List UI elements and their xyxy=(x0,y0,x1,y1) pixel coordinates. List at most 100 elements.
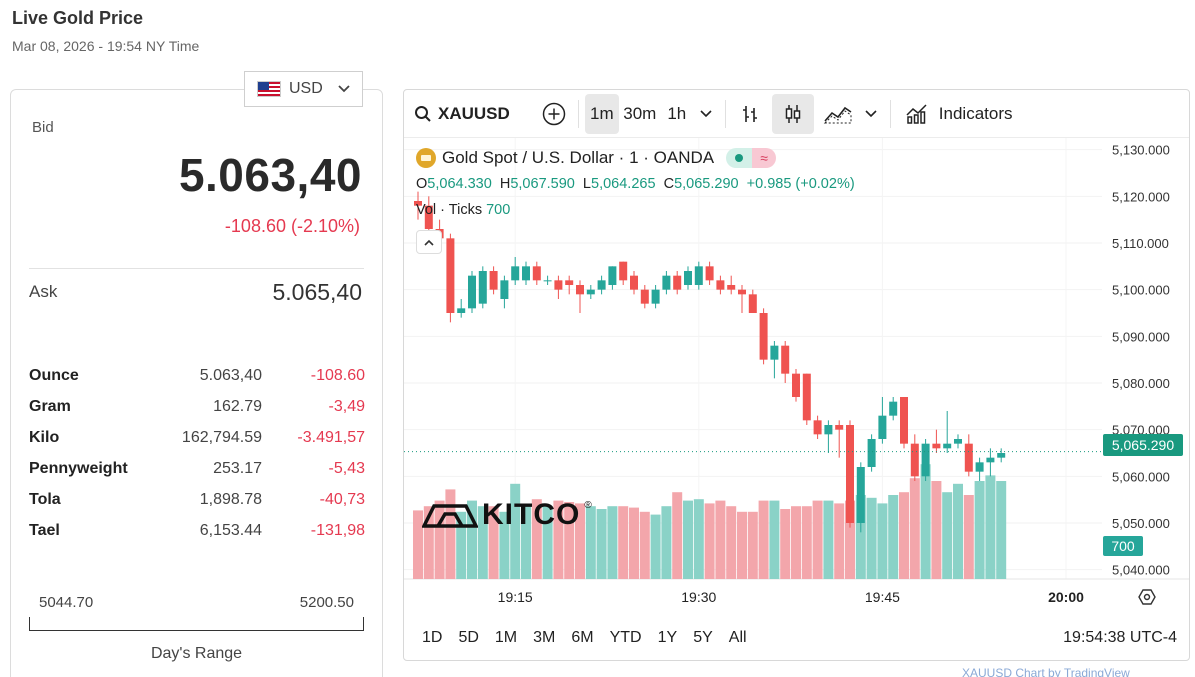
range-1m[interactable]: 1M xyxy=(494,629,518,646)
candlestick-icon xyxy=(785,104,801,123)
volume-bar xyxy=(693,499,704,579)
collapse-legend-button[interactable] xyxy=(416,230,442,254)
range-5d[interactable]: 5D xyxy=(458,629,479,646)
tradingview-attribution-link[interactable]: XAUUSD Chart by TradingView xyxy=(962,666,1130,677)
last-price-tag: 5,065.290 xyxy=(1103,434,1183,456)
volume-bar xyxy=(661,506,672,579)
day-range-high: 5200.50 xyxy=(299,594,354,611)
x-tick-label: 19:15 xyxy=(498,589,533,605)
chart-legend-title: Gold Spot / U.S. Dollar · 1 · OANDA ≈ xyxy=(416,148,777,168)
volume-bar xyxy=(996,481,1007,579)
candle-body xyxy=(554,280,563,290)
volume-label: Vol · Ticks xyxy=(416,202,483,218)
ask-value: 5.065,40 xyxy=(272,279,362,305)
volume-bar xyxy=(942,492,953,579)
bar-chart-type-button[interactable] xyxy=(732,94,768,134)
day-range-low: 5044.70 xyxy=(39,594,94,611)
range-1d[interactable]: 1D xyxy=(422,629,443,646)
candle-body xyxy=(489,271,498,290)
volume-bar xyxy=(650,514,661,579)
unit-name: Kilo xyxy=(29,428,60,446)
last-volume-tag: 700 xyxy=(1103,536,1143,556)
volume-bar xyxy=(618,506,629,579)
candle-body xyxy=(835,425,844,430)
area-chart-icon xyxy=(823,106,852,123)
chart-clock[interactable]: 19:54:38 UTC-4 xyxy=(1063,629,1177,646)
toolbar-separator xyxy=(577,99,579,128)
candle-body xyxy=(619,261,628,281)
candle-body xyxy=(846,425,854,523)
volume-bar xyxy=(423,506,434,579)
volume-bar xyxy=(564,502,575,579)
y-tick-label: 5,090.000 xyxy=(1112,329,1170,344)
bid-label: Bid xyxy=(32,119,54,136)
candle-body xyxy=(673,275,682,290)
candle-body xyxy=(511,266,520,281)
candle-body xyxy=(522,266,530,281)
volume-bar xyxy=(553,500,564,579)
volume-bar xyxy=(726,506,737,579)
chevron-up-icon xyxy=(424,239,434,246)
indicators-button[interactable]: Indicators xyxy=(897,94,1021,134)
area-chart-type-button[interactable] xyxy=(818,94,858,134)
approx-icon: ≈ xyxy=(752,148,777,168)
high-value: 5,067.590 xyxy=(510,176,575,192)
range-6m[interactable]: 6M xyxy=(571,629,594,646)
unit-name: Gram xyxy=(29,397,71,415)
market-open-dot-icon xyxy=(735,154,744,162)
chart-type-dropdown[interactable] xyxy=(858,94,884,134)
chart-settings-icon xyxy=(1138,589,1156,605)
candles-chart-type-button[interactable] xyxy=(771,93,814,134)
interval-1m[interactable]: 1m xyxy=(584,93,619,134)
volume-bar xyxy=(445,489,456,579)
volume-bar xyxy=(801,506,812,579)
day-range-bar xyxy=(29,617,364,631)
currency-select[interactable]: USD xyxy=(244,71,363,107)
ask-label: Ask xyxy=(29,282,58,301)
x-tick-label: 19:30 xyxy=(681,589,716,605)
interval-dropdown[interactable] xyxy=(693,94,719,134)
candle-body xyxy=(662,275,671,290)
candle-body xyxy=(759,313,768,360)
range-ytd[interactable]: YTD xyxy=(609,629,642,646)
volume-bar xyxy=(953,483,963,579)
symbol-search-button[interactable]: XAUUSD xyxy=(404,94,518,134)
page-title: Live Gold Price xyxy=(12,8,144,28)
unit-row: Kilo 162,794.59 -3.491,57 xyxy=(29,422,365,453)
y-tick-label: 5,070.000 xyxy=(1112,423,1170,438)
price-chart[interactable]: 5,130.000 5,120.000 5,110.000 5,100.000 5,09… xyxy=(404,138,1190,614)
interval-30m[interactable]: 30m xyxy=(623,103,657,123)
gold-quote-card xyxy=(10,89,383,677)
unit-change: -5,43 xyxy=(328,459,365,477)
candle-body xyxy=(792,373,800,397)
unit-row: Tael 6,153.44 -131,98 xyxy=(29,515,365,546)
close-value: 5,065.290 xyxy=(674,176,739,192)
range-all[interactable]: All xyxy=(728,629,747,646)
candle-body xyxy=(414,201,422,206)
volume-bar xyxy=(877,503,888,579)
volume-bar xyxy=(521,506,531,579)
plus-circle-icon xyxy=(542,102,566,125)
candle-body xyxy=(468,275,476,309)
volume-bar xyxy=(499,511,510,579)
chevron-down-icon xyxy=(338,82,350,96)
indicators-icon xyxy=(906,103,927,124)
unit-row: Tola 1,898.78 -40,73 xyxy=(29,484,365,515)
unit-price: 1,898.78 xyxy=(199,490,262,508)
range-3m[interactable]: 3M xyxy=(533,629,556,646)
candle-body xyxy=(705,266,714,281)
compare-symbol-button[interactable] xyxy=(536,94,572,134)
candle-body xyxy=(532,266,541,281)
volume-bar xyxy=(931,481,942,579)
range-1y[interactable]: 1Y xyxy=(657,629,678,646)
volume-bar xyxy=(477,506,488,579)
candle-body xyxy=(597,280,606,290)
unit-change: -108.60 xyxy=(310,366,365,384)
candle-body xyxy=(748,294,757,313)
market-status-badge[interactable]: ≈ xyxy=(726,148,777,168)
interval-1h[interactable]: 1h xyxy=(667,103,687,123)
candle-body xyxy=(781,345,790,374)
volume-bar xyxy=(747,511,758,579)
range-5y[interactable]: 5Y xyxy=(693,629,713,646)
candle-body xyxy=(727,285,736,290)
